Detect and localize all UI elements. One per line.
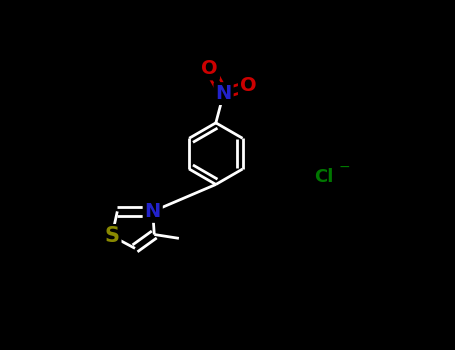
Text: N: N	[215, 84, 232, 103]
Text: Cl: Cl	[314, 168, 334, 186]
Text: S: S	[104, 226, 119, 246]
Text: N: N	[145, 202, 161, 221]
Text: O: O	[202, 60, 218, 78]
Text: O: O	[240, 76, 257, 96]
Text: −: −	[339, 160, 350, 174]
